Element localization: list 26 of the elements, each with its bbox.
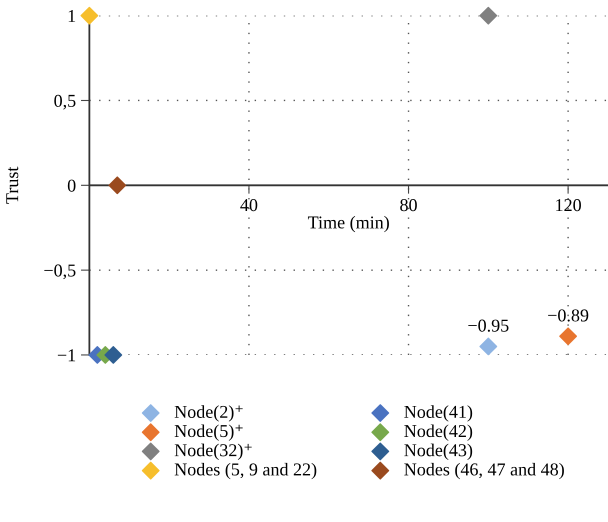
legend-label: Nodes (46, 47 and 48): [404, 462, 564, 480]
point: [104, 346, 122, 364]
x-tick-label: 80: [400, 199, 417, 212]
x-tick-label: 120: [556, 199, 581, 212]
y-tick-label: −1: [58, 349, 76, 362]
legend-label: Node(5)⁺: [174, 424, 243, 441]
legend-label: Node(42): [404, 424, 472, 441]
point: [80, 6, 98, 25]
legend-label: Nodes (5, 9 and 22): [174, 462, 316, 480]
point: [479, 338, 498, 356]
y-tick-label: −0,5: [44, 264, 76, 280]
point: [559, 327, 578, 346]
legend-label: Node(2)⁺: [174, 405, 243, 422]
data-label: −0.89: [548, 309, 588, 322]
y-tick-label: 1: [68, 10, 76, 22]
point: [108, 176, 126, 194]
x-tick-label: 40: [240, 199, 258, 212]
legend-label: Node(43): [404, 444, 472, 460]
x-axis-title: Time (min): [308, 216, 389, 232]
y-tick-label: 0: [68, 180, 76, 192]
y-axis-title: Trust: [6, 166, 18, 204]
data-label: −0.95: [468, 320, 509, 332]
legend-label: Node(41): [404, 405, 472, 422]
legend-label: Node(32)⁺: [174, 444, 252, 460]
point: [479, 6, 498, 25]
y-tick-label: 0,5: [54, 94, 76, 110]
